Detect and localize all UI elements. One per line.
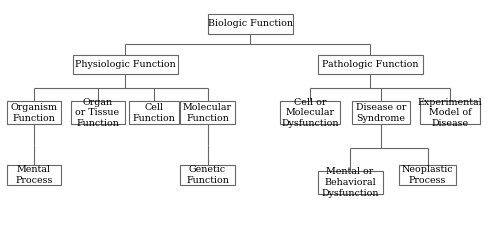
Text: Physiologic Function: Physiologic Function (74, 60, 176, 69)
Text: Experimental
Model of
Disease: Experimental Model of Disease (418, 97, 482, 128)
FancyBboxPatch shape (399, 165, 456, 185)
Text: Biologic Function: Biologic Function (208, 19, 292, 29)
FancyBboxPatch shape (72, 55, 178, 74)
FancyBboxPatch shape (352, 101, 410, 124)
FancyBboxPatch shape (318, 171, 382, 194)
Text: Pathologic Function: Pathologic Function (322, 60, 418, 69)
Text: Neoplastic
Process: Neoplastic Process (402, 165, 454, 185)
FancyBboxPatch shape (180, 165, 235, 185)
FancyBboxPatch shape (420, 101, 480, 124)
Text: Genetic
Function: Genetic Function (186, 165, 229, 185)
Text: Molecular
Function: Molecular Function (183, 103, 232, 123)
FancyBboxPatch shape (208, 14, 292, 34)
FancyBboxPatch shape (180, 101, 235, 124)
Text: Organ
or Tissue
Function: Organ or Tissue Function (76, 97, 120, 128)
FancyBboxPatch shape (7, 165, 61, 185)
FancyBboxPatch shape (318, 55, 422, 74)
Text: Cell or
Molecular
Dysfunction: Cell or Molecular Dysfunction (281, 97, 339, 128)
FancyBboxPatch shape (70, 101, 124, 124)
FancyBboxPatch shape (7, 101, 61, 124)
Text: Cell
Function: Cell Function (132, 103, 176, 123)
Text: Mental
Process: Mental Process (16, 165, 52, 185)
FancyBboxPatch shape (129, 101, 179, 124)
Text: Mental or
Behavioral
Dysfunction: Mental or Behavioral Dysfunction (321, 167, 379, 198)
Text: Organism
Function: Organism Function (10, 103, 58, 123)
Text: Disease or
Syndrome: Disease or Syndrome (356, 103, 406, 123)
FancyBboxPatch shape (280, 101, 340, 124)
